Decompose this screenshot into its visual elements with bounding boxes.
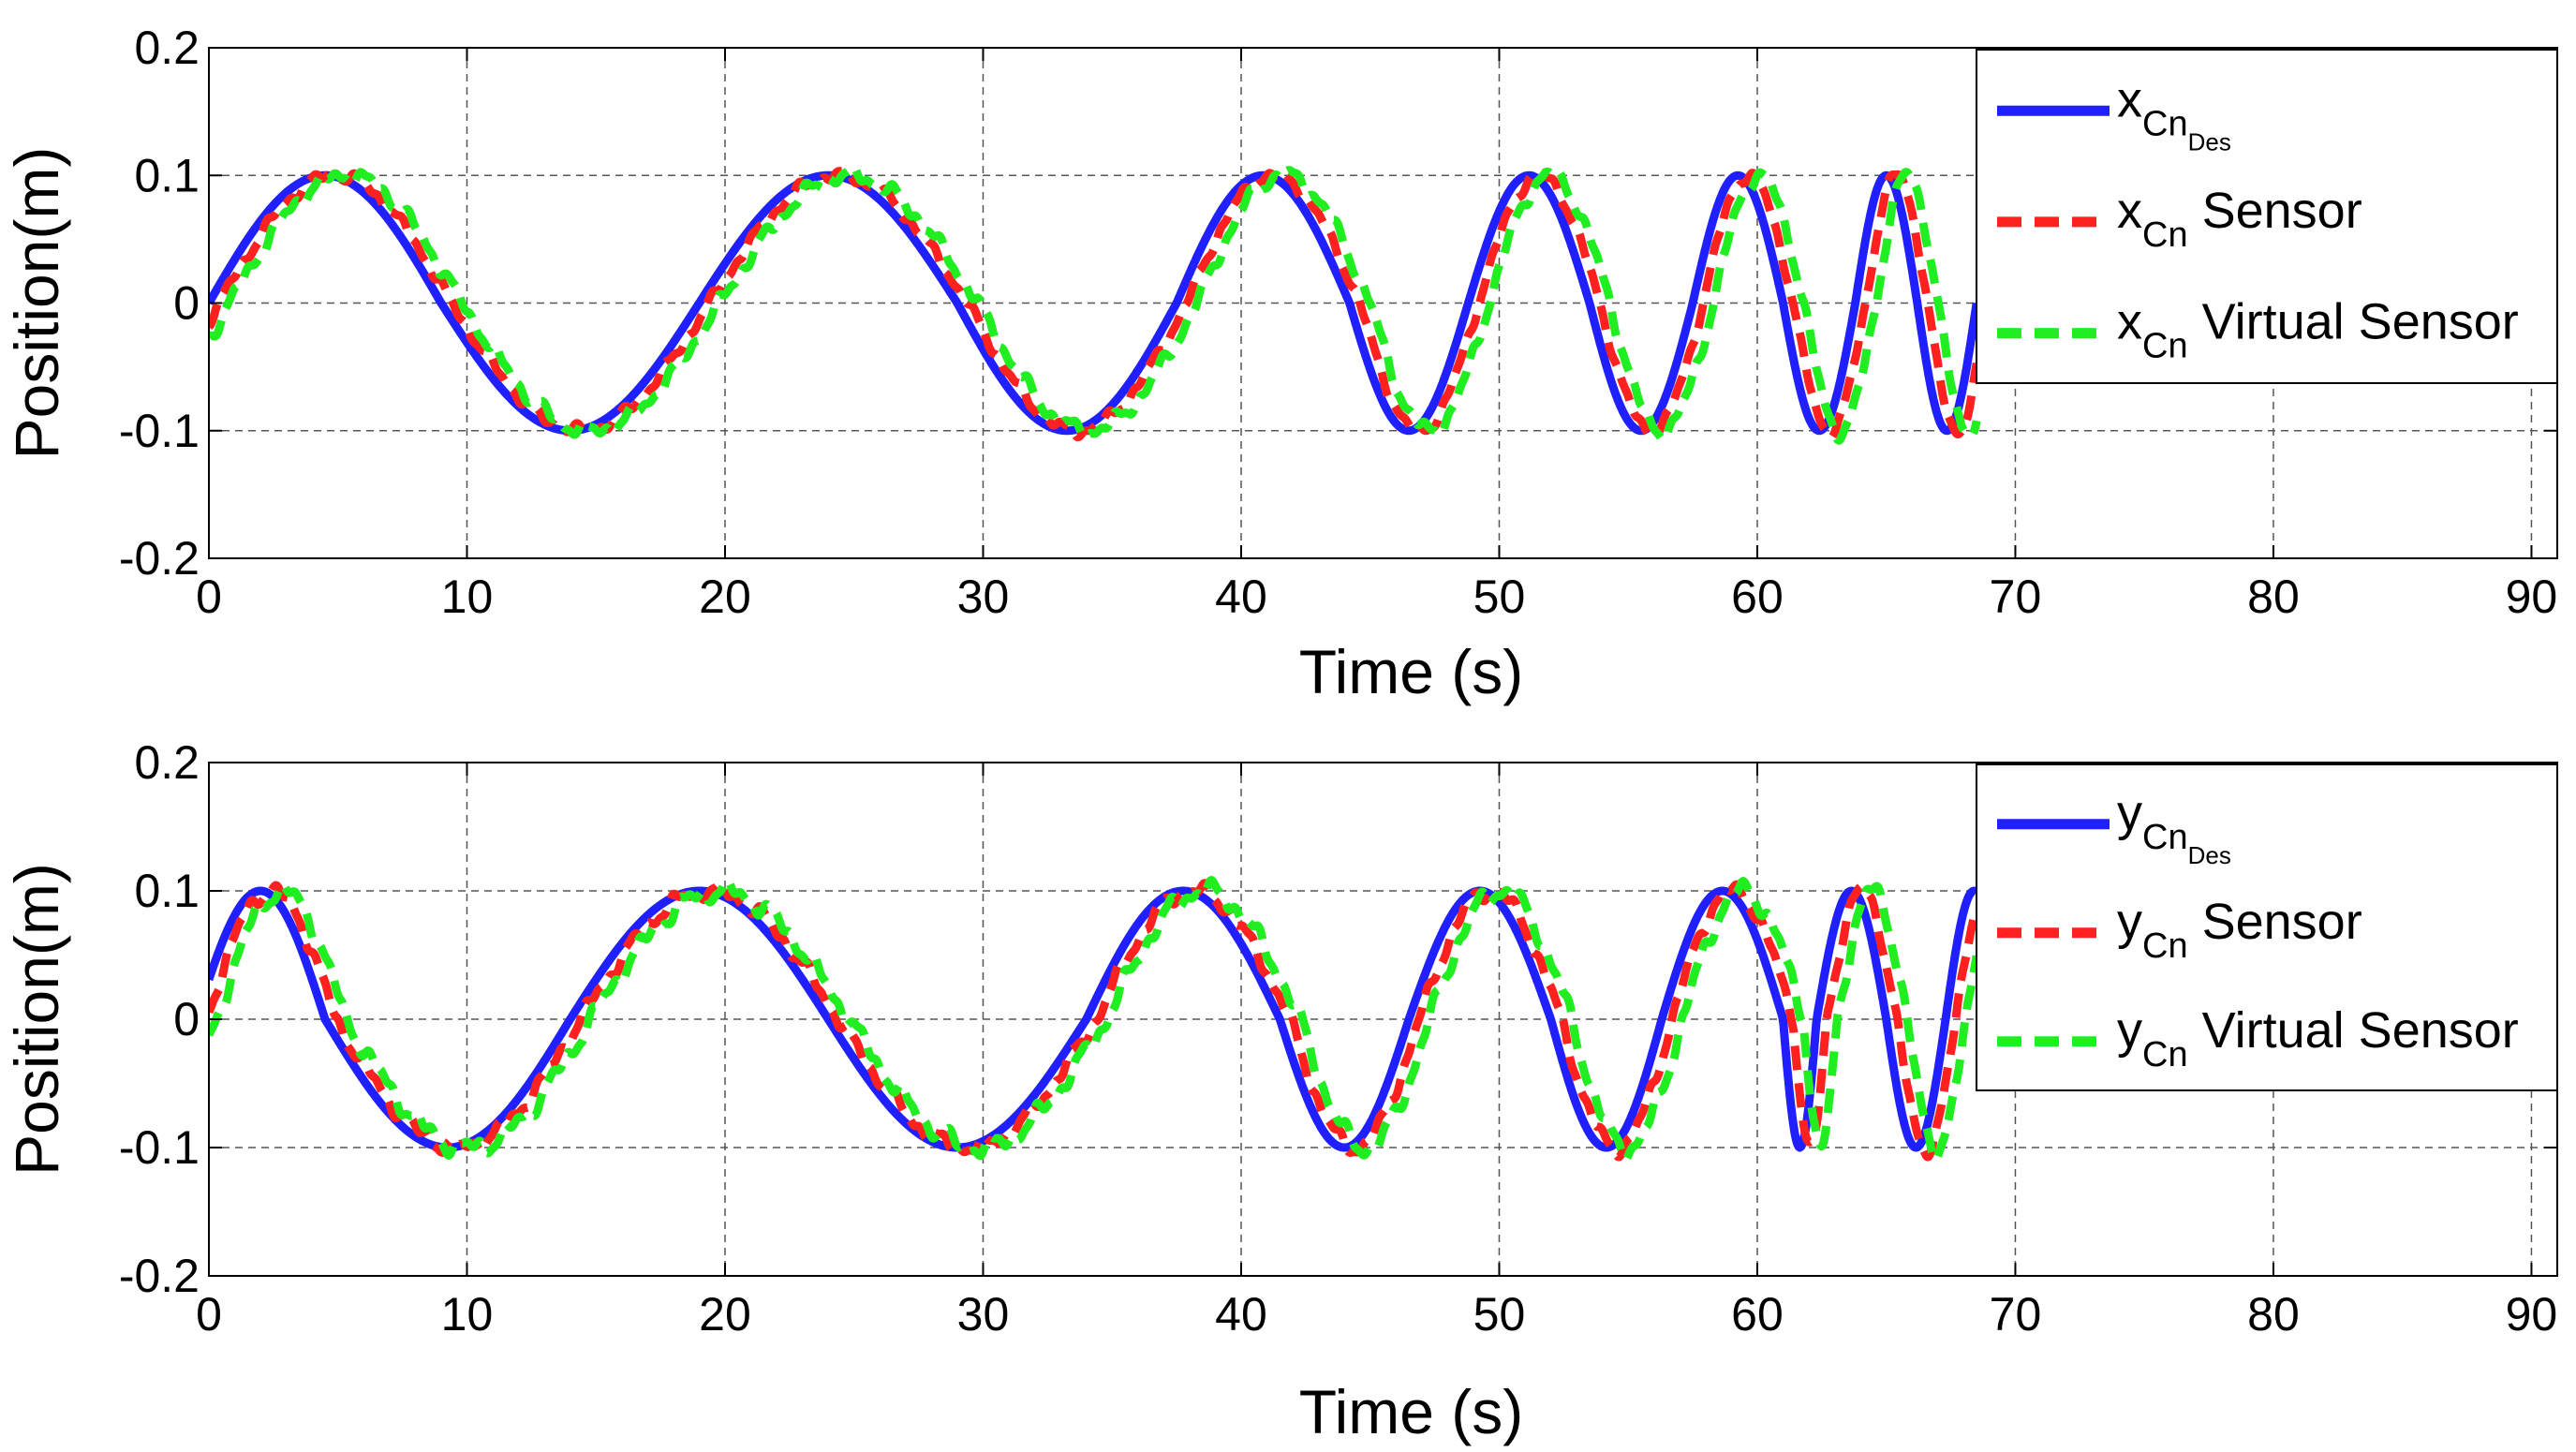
- y-plot-legend-label-0: yCnDes: [2117, 785, 2231, 869]
- y-plot-xtick-label-70: 70: [1990, 1288, 2042, 1341]
- x-plot-legend-label-0: xCnDes: [2117, 71, 2231, 156]
- y-plot-legend-label-1: yCn Sensor: [2117, 894, 2362, 966]
- y-plot-ylabel: Position(m): [2, 863, 71, 1176]
- x-plot-xtick-label-40: 40: [1215, 570, 1267, 623]
- y-plot-xtick-label-20: 20: [699, 1288, 751, 1341]
- x-plot-legend-label-2: xCn Virtual Sensor: [2117, 294, 2519, 366]
- x-plot-xtick-label-70: 70: [1990, 570, 2042, 623]
- x-plot-xtick-label-50: 50: [1473, 570, 1526, 623]
- y-plot-legend-label-2: yCn Virtual Sensor: [2117, 1002, 2519, 1074]
- y-plot-xlabel: Time (s): [1299, 1377, 1524, 1446]
- y-plot-xtick-label-80: 80: [2247, 1288, 2300, 1341]
- x-plot-xtick-label-10: 10: [441, 570, 494, 623]
- y-plot-xtick-label-90: 90: [2506, 1288, 2558, 1341]
- x-plot-ytick-label-3: 0.1: [134, 149, 200, 201]
- y-plot-ytick-label-0: -0.2: [119, 1250, 200, 1302]
- y-plot-series-0: [209, 886, 1980, 1152]
- x-plot-xtick-label-80: 80: [2247, 570, 2300, 623]
- x-plot-ytick-label-2: 0: [173, 277, 200, 330]
- x-plot-xtick-label-30: 30: [957, 570, 1010, 623]
- x-plot-xtick-label-0: 0: [196, 570, 222, 623]
- x-plot-series-0: [209, 170, 1981, 436]
- y-plot-ytick-label-1: -0.1: [119, 1121, 200, 1174]
- x-plot-ytick-label-0: -0.2: [119, 532, 200, 585]
- x-plot-xtick-label-90: 90: [2506, 570, 2558, 623]
- x-plot-xlabel: Time (s): [1299, 637, 1524, 706]
- y-plot-xtick-label-50: 50: [1473, 1288, 1526, 1341]
- y-plot-xtick-label-40: 40: [1215, 1288, 1267, 1341]
- x-plot-ylabel: Position(m): [2, 147, 71, 460]
- y-plot-xtick-label-30: 30: [957, 1288, 1010, 1341]
- y-plot-xtick-label-10: 10: [441, 1288, 494, 1341]
- x-plot-series-2: [209, 162, 1981, 445]
- x-plot-legend: xCnDes xCn Sensor xCn Virtual Sensor: [1976, 49, 2558, 384]
- x-plot-xtick-label-20: 20: [699, 570, 751, 623]
- x-plot-legend-label-1: xCn Sensor: [2117, 183, 2362, 255]
- x-plot-ytick-label-4: 0.2: [134, 22, 200, 74]
- y-plot-legend: yCnDes yCn Sensor yCn Virtual Sensor: [1976, 763, 2558, 1091]
- y-plot-ytick-label-3: 0.1: [134, 865, 200, 917]
- x-plot-ytick-label-1: -0.1: [119, 405, 200, 457]
- y-plot-xtick-label-0: 0: [196, 1288, 222, 1341]
- x-plot-legend-box: [1976, 49, 2558, 384]
- y-plot-xtick-label-60: 60: [1731, 1288, 1784, 1341]
- x-plot-xtick-label-60: 60: [1731, 570, 1784, 623]
- y-plot-ytick-label-2: 0: [173, 993, 200, 1045]
- y-plot-panel: 0 10 20 30 40 50 60 70 80 90 -0.2 -0.1 0 0.1 0.2 Time (…: [2, 736, 2558, 1446]
- y-plot-legend-box: [1976, 763, 2558, 1091]
- x-plot-panel: 0 10 20 30 40 50 60 70 80 90 -0.2 -0.1 0 0.1 0.2 Time (…: [2, 22, 2558, 706]
- y-plot-ytick-label-4: 0.2: [134, 736, 200, 789]
- x-plot-series-1: [209, 166, 1981, 442]
- y-plot-series-2: [209, 876, 1981, 1164]
